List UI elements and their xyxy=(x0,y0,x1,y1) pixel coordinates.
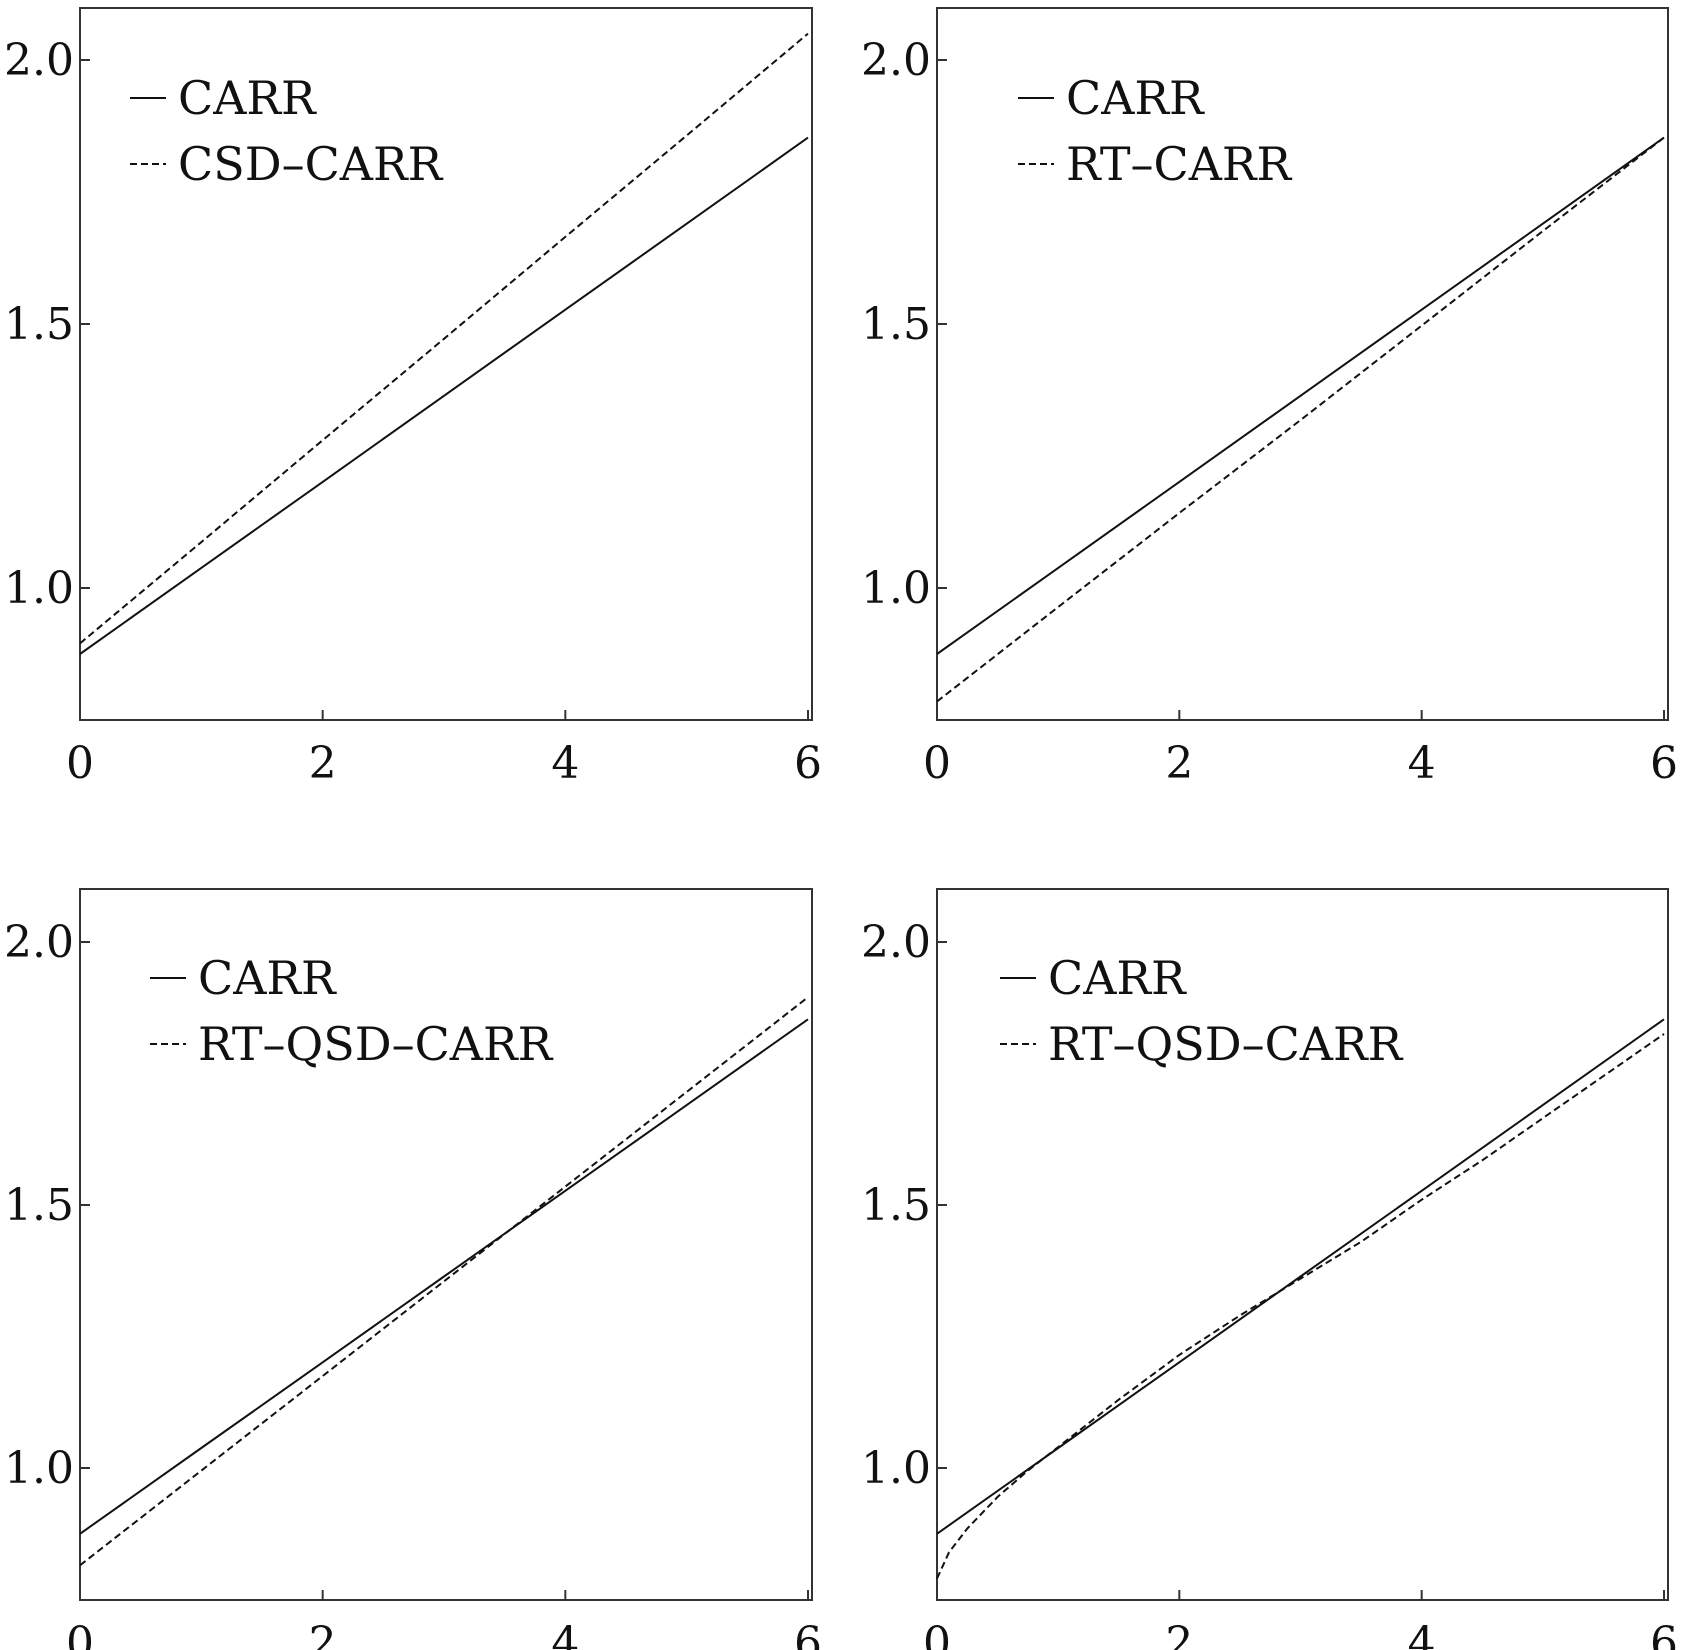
chart-panel-2: 0 2 4 6 1.0 1.5 2.0 CARR RT–CARR xyxy=(861,7,1678,789)
legend: CARR RT–QSD–CARR xyxy=(1000,951,1404,1071)
series-line-dashed xyxy=(936,136,1665,703)
x-tick-label: 6 xyxy=(1650,738,1678,789)
y-tick-label: 1.0 xyxy=(4,563,74,614)
x-tick-label: 4 xyxy=(1408,738,1436,789)
y-tick-label: 1.0 xyxy=(861,1443,931,1494)
legend: CARR RT–QSD–CARR xyxy=(150,951,554,1071)
series-line-solid xyxy=(936,136,1665,655)
plot-frame xyxy=(79,7,813,721)
y-tick-label: 1.0 xyxy=(861,563,931,614)
series-line-solid xyxy=(79,136,809,655)
plot-frame xyxy=(936,7,1669,721)
x-tick-label: 2 xyxy=(309,738,337,789)
y-tick-label: 2.0 xyxy=(4,917,74,968)
series-line-dashed xyxy=(79,996,809,1567)
legend-label: RT–CARR xyxy=(1066,137,1293,191)
x-tick-label: 4 xyxy=(551,1618,579,1650)
legend-label: CARR xyxy=(198,951,337,1005)
x-tick-label: 0 xyxy=(923,738,951,789)
chart-panel-3: 0 2 4 6 1.0 1.5 2.0 CARR RT–QSD–CARR xyxy=(4,888,822,1650)
legend-label: CARR xyxy=(1066,71,1205,125)
legend-label: CSD–CARR xyxy=(178,137,444,191)
series-line-dashed xyxy=(936,1033,1665,1579)
x-tick-label: 0 xyxy=(66,738,94,789)
x-tick-label: 4 xyxy=(1408,1618,1436,1650)
y-tick-label: 1.5 xyxy=(4,299,74,350)
chart-panel-4: 0 2 4 6 1.0 1.5 2.0 CARR RT–QSD–CARR xyxy=(861,888,1678,1650)
x-tick-label: 0 xyxy=(923,1618,951,1650)
y-tick-label: 1.0 xyxy=(4,1443,74,1494)
x-tick-label: 6 xyxy=(794,738,822,789)
y-tick-label: 2.0 xyxy=(4,35,74,86)
x-tick-label: 2 xyxy=(1165,1618,1193,1650)
series-line-dashed xyxy=(79,32,809,645)
x-tick-label: 2 xyxy=(1165,738,1193,789)
x-tick-label: 4 xyxy=(551,738,579,789)
y-tick-label: 1.5 xyxy=(861,1180,931,1231)
legend: CARR CSD–CARR xyxy=(130,71,444,191)
series-line-solid xyxy=(79,1018,809,1535)
x-tick-label: 0 xyxy=(66,1618,94,1650)
legend-label: CARR xyxy=(178,71,317,125)
y-tick-label: 2.0 xyxy=(861,917,931,968)
x-tick-label: 6 xyxy=(1650,1618,1678,1650)
plot-frame xyxy=(936,888,1669,1601)
x-tick-label: 2 xyxy=(309,1618,337,1650)
y-tick-label: 1.5 xyxy=(861,299,931,350)
y-tick-label: 1.5 xyxy=(4,1180,74,1231)
x-tick-label: 6 xyxy=(794,1618,822,1650)
plot-frame xyxy=(79,888,813,1601)
legend-label: RT–QSD–CARR xyxy=(1048,1017,1404,1071)
legend-label: RT–QSD–CARR xyxy=(198,1017,554,1071)
chart-panel-1: 0 2 4 6 1.0 1.5 2.0 CARR CSD–CARR xyxy=(4,7,822,789)
legend-label: CARR xyxy=(1048,951,1187,1005)
y-tick-label: 2.0 xyxy=(861,35,931,86)
legend: CARR RT–CARR xyxy=(1018,71,1293,191)
